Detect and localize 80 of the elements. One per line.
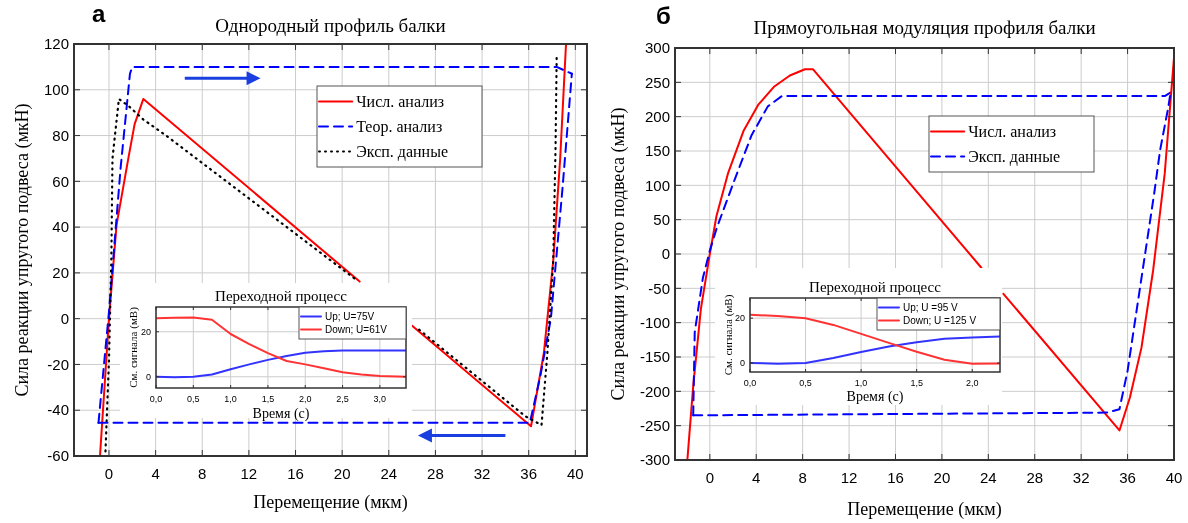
y-tick-label: -60 xyxy=(47,447,69,465)
y-tick-label: 20 xyxy=(52,264,69,282)
y-tick-label: 80 xyxy=(52,126,69,144)
y-tick-label: 100 xyxy=(644,176,670,194)
x-tick-label: 36 xyxy=(1119,468,1136,486)
x-tick-label: 8 xyxy=(198,464,207,482)
x-tick-label: 12 xyxy=(840,468,858,486)
legend-label: Эксп. данные xyxy=(356,143,449,162)
x-tick-label: 0 xyxy=(705,468,714,486)
y-tick-label: -50 xyxy=(648,279,670,297)
y-tick-label: 200 xyxy=(644,107,670,125)
x-tick-label: 1,0 xyxy=(854,377,868,388)
y-tick-label: 250 xyxy=(644,73,670,91)
legend-label: Числ. анализ xyxy=(356,93,445,111)
y-axis-title: Сила реакции упругого подвеса (мкН) xyxy=(12,103,34,397)
y-tick-label: 0 xyxy=(661,245,670,263)
x-tick-label: 12 xyxy=(240,464,258,482)
x-axis-title: Время (с) xyxy=(846,389,904,405)
y-tick-label: 50 xyxy=(653,210,670,228)
x-tick-label: 32 xyxy=(473,464,491,482)
legend-label: Up; U=75V xyxy=(325,311,375,322)
y-axis-title: См. сигнала (мВ) xyxy=(721,294,735,376)
y-tick-label: -20 xyxy=(47,355,69,373)
x-tick-label: 3,0 xyxy=(373,393,387,404)
chart-title: Однородный профиль балки xyxy=(215,15,446,36)
y-tick-label: 100 xyxy=(43,81,69,99)
x-tick-label: 1,5 xyxy=(910,377,923,388)
x-tick-label: 8 xyxy=(798,468,807,486)
chart-title: Прямоугольная модуляция профиля балки xyxy=(753,17,1096,38)
y-tick-label: -100 xyxy=(639,313,670,331)
y-tick-label: 40 xyxy=(52,218,69,236)
x-tick-label: 20 xyxy=(933,468,951,486)
x-axis-title: Перемещение (мкм) xyxy=(847,499,1002,520)
x-axis-title: Время (с) xyxy=(252,406,310,422)
x-tick-label: 2,5 xyxy=(336,393,349,404)
y-tick-label: -200 xyxy=(639,382,670,400)
y-tick-label: -300 xyxy=(639,451,670,469)
x-tick-label: 36 xyxy=(520,464,538,482)
y-axis-title: См. сигнала (мВ) xyxy=(126,306,140,388)
x-tick-label: 40 xyxy=(567,464,584,482)
x-tick-label: 24 xyxy=(979,468,997,486)
y-axis-title: Сила реакции упругого подвеса (мкН) xyxy=(608,107,630,401)
x-tick-label: 40 xyxy=(1165,468,1183,486)
x-axis-title: Перемещение (мкм) xyxy=(253,492,408,513)
y-tick-label: 150 xyxy=(644,142,670,160)
x-tick-label: 1,5 xyxy=(261,393,275,404)
x-tick-label: 32 xyxy=(1072,468,1090,486)
x-tick-label: 28 xyxy=(1026,468,1044,486)
x-tick-label: 0,5 xyxy=(799,377,812,388)
x-tick-label: 0,5 xyxy=(187,393,200,404)
y-tick-label: -250 xyxy=(639,416,670,434)
x-tick-label: 1,0 xyxy=(224,393,237,404)
y-tick-label: 0 xyxy=(60,309,69,327)
chart-title: Переходной процесс xyxy=(215,288,348,304)
x-tick-label: 0,0 xyxy=(743,377,757,388)
x-tick-label: 20 xyxy=(333,464,351,482)
x-tick-label: 24 xyxy=(380,464,398,482)
x-tick-label: 16 xyxy=(887,468,904,486)
x-tick-label: 2,0 xyxy=(299,393,312,404)
legend-label: Числ. анализ xyxy=(968,123,1057,141)
x-tick-label: 28 xyxy=(427,464,444,482)
legend-label: Эксп. данные xyxy=(968,148,1061,167)
y-tick-label: 120 xyxy=(43,35,69,53)
x-tick-label: 0 xyxy=(104,464,114,482)
x-tick-label: 4 xyxy=(752,468,761,486)
chart-title: Переходной процесс xyxy=(809,279,942,295)
y-tick-label: -40 xyxy=(47,401,69,419)
y-tick-label: 60 xyxy=(52,172,69,190)
legend-label: Теор. анализ xyxy=(356,118,443,137)
y-tick-label: -150 xyxy=(639,348,670,366)
text: б xyxy=(656,2,671,29)
legend-label: Up; U =95 V xyxy=(903,302,959,313)
x-tick-label: 16 xyxy=(287,464,304,482)
y-tick-label: 300 xyxy=(644,39,670,57)
legend-label: Down; U=61V xyxy=(325,324,388,335)
x-tick-label: 0,0 xyxy=(149,393,163,404)
text: а xyxy=(92,0,106,27)
x-tick-label: 4 xyxy=(151,464,160,482)
x-tick-label: 2,0 xyxy=(965,377,979,388)
legend-label: Down; U =125 V xyxy=(903,315,977,326)
